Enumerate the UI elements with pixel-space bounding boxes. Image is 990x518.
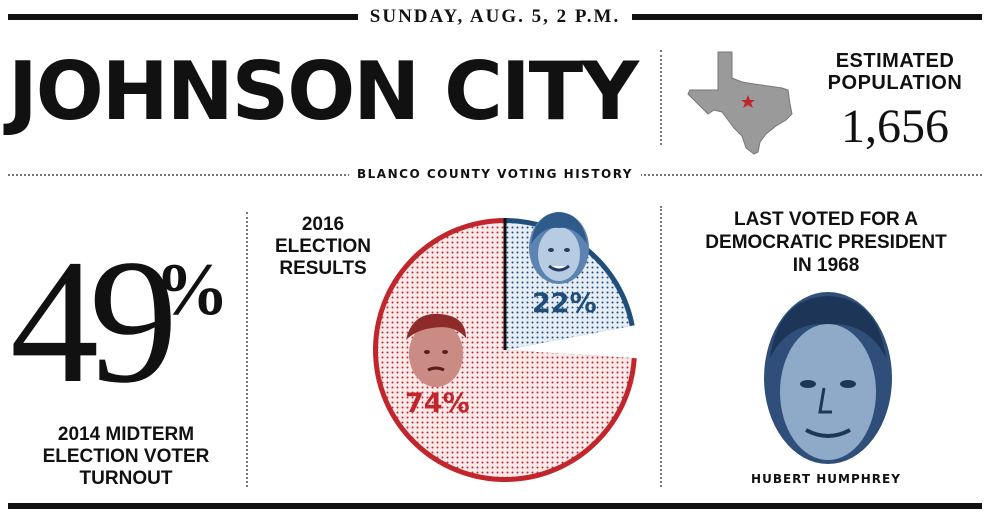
results-label: 2016 ELECTION RESULTS bbox=[268, 214, 378, 280]
turnout-label-line1: 2014 MIDTERM bbox=[57, 424, 195, 445]
texas-map-icon bbox=[687, 51, 793, 155]
section-title-wrap: BLANCO COUNTY VOTING HISTORY bbox=[0, 165, 990, 183]
humphrey-portrait bbox=[764, 292, 892, 464]
event-date: SUNDAY, AUG. 5, 2 P.M. bbox=[357, 6, 633, 28]
star-icon bbox=[741, 95, 755, 108]
population-label-line1: ESTIMATED bbox=[835, 50, 955, 72]
last-voted-line1: LAST VOTED FOR A bbox=[733, 209, 919, 230]
date-wrap: SUNDAY, AUG. 5, 2 P.M. bbox=[0, 6, 990, 28]
header-divider bbox=[660, 50, 662, 145]
results-label-line2: ELECTION bbox=[274, 236, 372, 257]
section-title: BLANCO COUNTY VOTING HISTORY bbox=[349, 165, 641, 183]
results-label-line3: RESULTS bbox=[279, 258, 367, 279]
column-divider-right bbox=[660, 206, 662, 487]
turnout-unit: % bbox=[155, 249, 229, 331]
column-divider-left bbox=[246, 212, 248, 487]
population-value: 1,656 bbox=[841, 100, 949, 153]
turnout-label: 2014 MIDTERM ELECTION VOTER TURNOUT bbox=[20, 424, 232, 490]
democrat-percent-label: 22% bbox=[532, 288, 597, 319]
clinton-portrait bbox=[529, 212, 589, 284]
turnout-value: 49 bbox=[10, 222, 178, 420]
trump-portrait bbox=[406, 313, 466, 387]
bottom-rule bbox=[8, 503, 982, 509]
republican-percent-label: 74% bbox=[405, 388, 470, 419]
city-name: JOHNSON CITY bbox=[8, 45, 639, 138]
turnout-label-line3: TURNOUT bbox=[79, 468, 173, 489]
last-voted-line3: IN 1968 bbox=[792, 255, 860, 276]
turnout-label-line2: ELECTION VOTER bbox=[42, 446, 210, 467]
last-voted-heading: LAST VOTED FOR A DEMOCRATIC PRESIDENT IN… bbox=[680, 208, 972, 277]
population-label-line2: POPULATION bbox=[827, 72, 963, 94]
humphrey-name: HUBERT HUMPHREY bbox=[751, 472, 901, 486]
population-label: ESTIMATED POPULATION bbox=[810, 50, 980, 94]
last-voted-line2: DEMOCRATIC PRESIDENT bbox=[705, 232, 947, 253]
results-label-line1: 2016 bbox=[301, 214, 345, 235]
